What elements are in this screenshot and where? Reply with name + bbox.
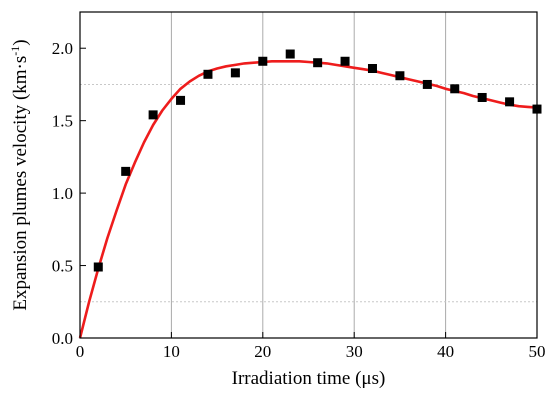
data-point-3 bbox=[176, 95, 186, 105]
x-tick-label-1: 10 bbox=[163, 342, 180, 361]
x-axis-title: Irradiation time (μs) bbox=[232, 368, 386, 389]
data-points-group bbox=[93, 49, 542, 272]
data-point-2 bbox=[148, 110, 158, 120]
data-point-7 bbox=[285, 49, 295, 59]
data-point-14 bbox=[477, 92, 487, 102]
data-point-1 bbox=[121, 166, 131, 176]
y-tick-label-1: 0.5 bbox=[52, 257, 73, 276]
plot-frame bbox=[79, 11, 538, 339]
y-tick-label-3: 1.5 bbox=[52, 112, 73, 131]
data-point-4 bbox=[203, 69, 213, 79]
data-point-9 bbox=[340, 56, 350, 66]
y-axis-title-close: ) bbox=[10, 39, 31, 45]
x-tick-label-0: 0 bbox=[76, 342, 85, 361]
data-point-11 bbox=[395, 71, 405, 81]
data-point-13 bbox=[450, 84, 460, 94]
gridlines bbox=[80, 12, 537, 338]
data-point-10 bbox=[367, 64, 377, 74]
y-tick-label-2: 1.0 bbox=[52, 184, 73, 203]
y-axis-title-superscript: -1 bbox=[8, 46, 22, 56]
y-tick-labels: 0.0 0.5 1.0 1.5 2.0 bbox=[52, 39, 73, 348]
data-point-6 bbox=[258, 56, 268, 66]
data-point-0 bbox=[93, 262, 103, 272]
data-point-15 bbox=[505, 97, 515, 107]
fit-curve-line bbox=[78, 59, 538, 339]
x-tick-label-2: 20 bbox=[254, 342, 271, 361]
y-axis-title-main: Expansion plumes velocity (km·s bbox=[10, 56, 31, 311]
data-point-5 bbox=[230, 68, 240, 78]
y-axis-title: Expansion plumes velocity (km·s-1) bbox=[8, 39, 31, 310]
x-tick-label-4: 40 bbox=[437, 342, 454, 361]
fit-curve-group bbox=[78, 59, 538, 339]
x-tick-label-5: 50 bbox=[529, 342, 546, 361]
y-tick-label-0: 0.0 bbox=[52, 329, 73, 348]
axis-ticks bbox=[79, 47, 538, 339]
data-point-8 bbox=[313, 58, 323, 68]
y-tick-label-4: 2.0 bbox=[52, 39, 73, 58]
x-tick-labels: 0 10 20 30 40 50 bbox=[76, 342, 546, 361]
data-point-12 bbox=[422, 79, 432, 89]
x-tick-label-3: 30 bbox=[346, 342, 363, 361]
